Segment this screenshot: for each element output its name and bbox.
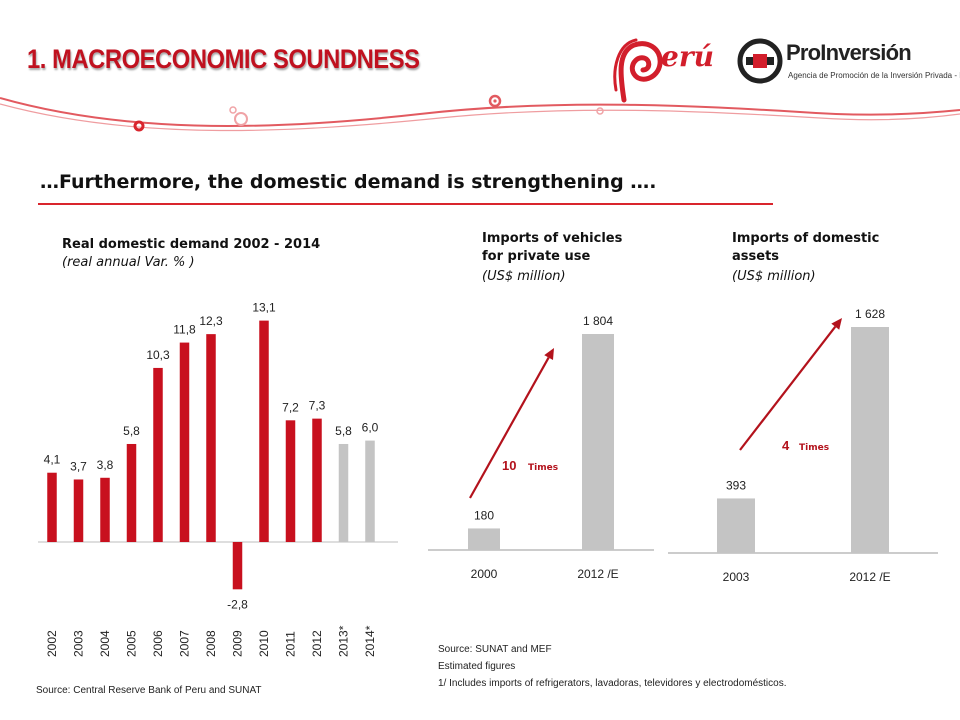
page-title: 1. MACROECONOMIC SOUNDNESS (27, 44, 420, 74)
decor-dot (234, 112, 248, 126)
growth-arrow (739, 326, 837, 451)
data-label: 3,8 (97, 458, 114, 472)
x-tick-label: 2012 (310, 630, 324, 657)
data-label: 1 804 (583, 314, 613, 328)
chart2-subtitle: (US$ million) (482, 269, 566, 284)
x-tick-label: 2012 /E (577, 567, 618, 581)
bar-2011 (285, 420, 296, 542)
proinversion-logo-icon (737, 38, 783, 84)
x-tick-label: 2005 (125, 630, 139, 657)
bar-2012 /E (851, 327, 889, 553)
chart1-subtitle: (real annual Var. % ) (62, 255, 195, 270)
x-tick-label: 2013* (337, 625, 351, 657)
growth-arrow-head (544, 348, 554, 361)
proinversion-logo-tagline: Agencia de Promoción de la Inversión Pri… (788, 71, 960, 80)
bar-2009 (232, 542, 243, 590)
data-label: 13,1 (252, 301, 276, 315)
header-swoosh (0, 94, 960, 132)
decor-dot (488, 94, 502, 108)
data-label: -2,8 (227, 597, 248, 611)
x-tick-label: 2006 (151, 630, 165, 657)
chart3-title-line2: assets (732, 249, 780, 264)
data-label: 11,8 (173, 323, 196, 337)
x-tick-label: 2002 (45, 630, 59, 657)
decor-dot (493, 99, 497, 103)
proinversion-logo-name: ProInversión (786, 40, 912, 65)
data-label: 10,3 (146, 348, 170, 362)
bar-2010 (259, 320, 269, 542)
bar-2000 (468, 528, 500, 550)
x-tick-label: 2012 /E (849, 570, 890, 584)
x-tick-label: 2008 (204, 630, 218, 657)
note-estimated: Estimated figures (438, 661, 516, 672)
data-label: 12,3 (199, 314, 223, 328)
peru-logo-icon (613, 38, 663, 103)
growth-multiplier: 10 (502, 458, 516, 473)
x-tick-label: 2007 (178, 630, 192, 657)
x-tick-label: 2011 (284, 631, 298, 657)
bar-2007 (179, 342, 190, 542)
data-label: 7,2 (282, 400, 299, 414)
x-tick-label: 2014* (363, 625, 377, 657)
bar-2006 (153, 367, 163, 542)
x-tick-label: 2003 (72, 630, 86, 657)
bar-2012 (312, 418, 322, 542)
note-footnote: 1/ Includes imports of refrigerators, la… (438, 678, 787, 689)
decor-dot (229, 106, 237, 114)
x-tick-label: 2003 (723, 570, 750, 584)
decor-dot (596, 107, 604, 115)
chart2-title-line2: for private use (482, 249, 591, 264)
x-tick-label: 2010 (257, 630, 271, 657)
bar-2004 (100, 477, 110, 542)
data-label: 1 628 (855, 307, 885, 321)
bar-2002 (47, 472, 57, 542)
headline-underline (38, 203, 773, 205)
bar-2013* (338, 443, 349, 542)
bar-2003 (73, 479, 84, 542)
bar-2014* (365, 440, 375, 542)
chart2-title: Imports of vehicles (482, 231, 623, 246)
growth-arrow (469, 357, 550, 499)
growth-multiplier-label: Times (799, 443, 829, 453)
data-label: 393 (726, 478, 746, 492)
headline: …Furthermore, the domestic demand is str… (40, 171, 657, 193)
chart3-subtitle: (US$ million) (732, 269, 816, 284)
bar-2012 /E (582, 334, 614, 550)
chart1-title: Real domestic demand 2002 - 2014 (62, 237, 321, 252)
data-label: 180 (474, 508, 494, 522)
x-tick-label: 2000 (471, 567, 498, 581)
data-label: 5,8 (123, 424, 140, 438)
bar-2003 (717, 498, 755, 553)
x-tick-label: 2004 (98, 630, 112, 657)
chart3-title: Imports of domestic (732, 231, 880, 246)
growth-multiplier: 4 (782, 438, 790, 453)
decor-dot (133, 120, 145, 132)
data-label: 4,1 (44, 453, 61, 467)
peru-logo-text: erú (661, 40, 714, 73)
data-label: 5,8 (335, 424, 352, 438)
data-label: 7,3 (309, 399, 326, 413)
data-label: 6,0 (362, 421, 379, 435)
growth-arrow-head (831, 318, 842, 330)
growth-multiplier-label: Times (528, 463, 558, 473)
bar-2005 (126, 443, 137, 542)
note-source: Source: SUNAT and MEF (438, 644, 552, 655)
x-tick-label: 2009 (231, 630, 245, 657)
bar-2008 (206, 334, 216, 542)
chart1-source: Source: Central Reserve Bank of Peru and… (36, 685, 262, 696)
data-label: 3,7 (70, 459, 87, 473)
